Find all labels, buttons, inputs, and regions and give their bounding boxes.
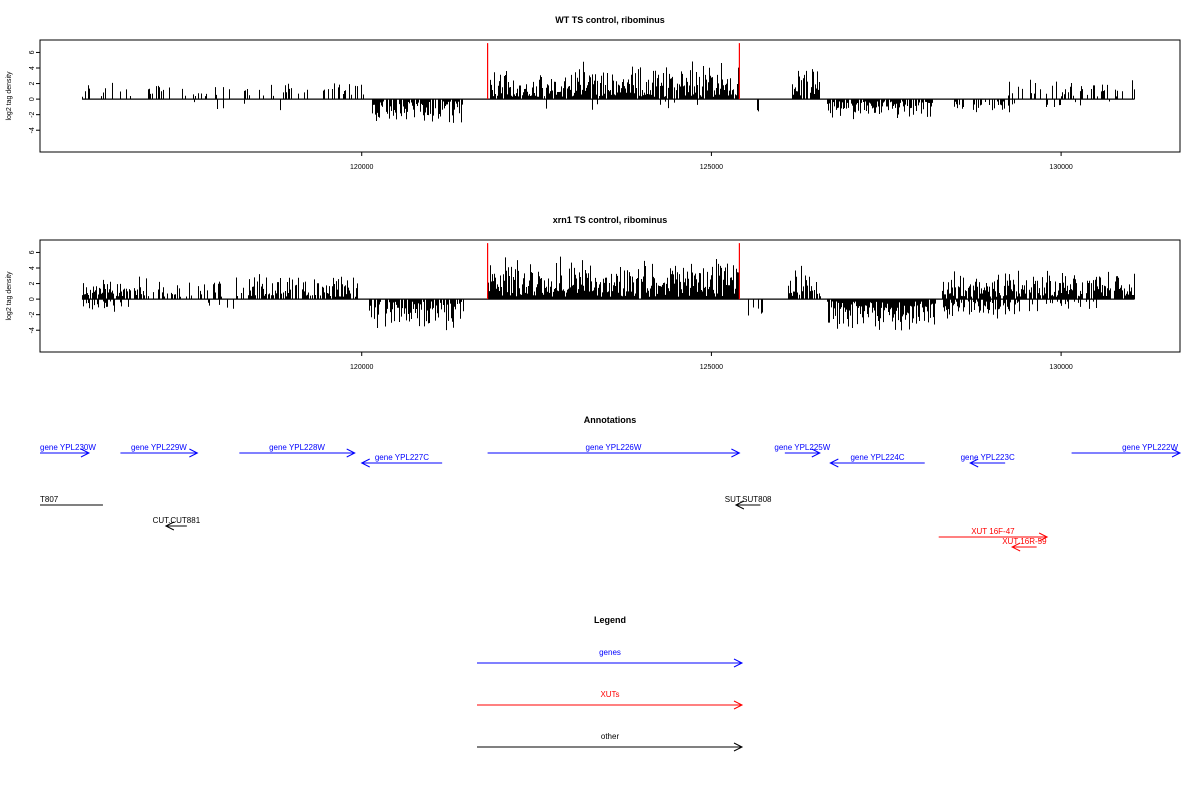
wt-y-tick-label: 0 xyxy=(29,97,36,101)
gene-annotation-arrow-head xyxy=(1171,448,1182,458)
other-annotation-arrow-head xyxy=(734,500,745,510)
wt-y-axis-label: log2 tag density xyxy=(6,71,13,121)
xrn1-y-tick-label: 4 xyxy=(29,266,36,270)
xrn1-y-tick-label: -2 xyxy=(29,311,36,317)
xrn1-axes: -4 -2 0 2 4 6 120000 125000 130000 xyxy=(29,250,1073,371)
legend-arrow-head xyxy=(733,742,744,752)
xrn1-y-axis-label: log2 tag density xyxy=(6,271,13,321)
wt-axes: -4 -2 0 2 4 6 120000 125000 130000 xyxy=(29,50,1073,171)
wt-x-tick-label: 120000 xyxy=(350,164,373,171)
gene-annotation-label: gene YPL228W xyxy=(269,443,325,452)
wt-plot-frame xyxy=(39,39,1181,153)
legend-arrow-head xyxy=(733,700,744,710)
wt-signal-bars xyxy=(81,43,1135,123)
wt-y-tick-label: 6 xyxy=(29,50,36,54)
xut-annotation-arrow-head xyxy=(1038,532,1049,542)
gene-annotation-arrow-head xyxy=(829,458,839,468)
gene-annotation-label: gene YPL229W xyxy=(131,443,187,452)
xrn1-y-tick-label: 2 xyxy=(29,282,36,286)
legend-arrow-head xyxy=(733,658,744,668)
wt-y-tick-label: -2 xyxy=(29,111,36,117)
gene-annotation-arrow-head xyxy=(731,448,741,458)
gene-annotation-label: gene YPL226W xyxy=(586,443,642,452)
xut-annotation-label: XUT 16F-47 xyxy=(971,527,1015,536)
annotations-title: Annotations xyxy=(584,415,637,425)
wt-panel: WT TS control, ribominus log2 tag densit… xyxy=(6,15,1181,171)
gene-annotation-arrow-head xyxy=(360,458,370,468)
legend: genes XUTs other xyxy=(477,648,744,752)
wt-y-tick-label: -4 xyxy=(29,127,36,133)
xrn1-y-tick-label: 0 xyxy=(29,297,36,301)
wt-y-tick-label: 4 xyxy=(29,66,36,70)
xrn1-plot-frame xyxy=(39,239,1181,353)
legend-title: Legend xyxy=(594,615,626,625)
gene-annotation-arrow-head xyxy=(189,448,199,458)
wt-x-tick-label: 125000 xyxy=(700,164,723,171)
gene-annotation-arrow-head xyxy=(346,448,356,458)
other-annotation-label: T807 xyxy=(40,495,59,504)
xrn1-y-tick-label: 6 xyxy=(29,250,36,254)
gene-annotation-label: gene YPL222W xyxy=(1122,443,1178,452)
xrn1-panel: xrn1 TS control, ribominus log2 tag dens… xyxy=(6,215,1181,371)
legend-label: other xyxy=(601,732,620,741)
other-annotation-label: CUT.CUT881 xyxy=(153,516,201,525)
xrn1-panel-title: xrn1 TS control, ribominus xyxy=(553,215,668,225)
gene-annotation-label: gene YPL225W xyxy=(774,443,830,452)
wt-panel-title: WT TS control, ribominus xyxy=(555,15,665,25)
xrn1-x-tick-label: 130000 xyxy=(1049,364,1072,371)
gene-annotation-arrow-head xyxy=(811,448,821,458)
other-annotation-label: SUT.SUT808 xyxy=(725,495,772,504)
xrn1-x-tick-label: 125000 xyxy=(700,364,723,371)
legend-label: genes xyxy=(599,648,621,657)
gene-annotation-label: gene YPL230W xyxy=(40,443,96,452)
annotation-track: gene YPL230W gene YPL229W gene YPL228W gene… xyxy=(40,443,1182,552)
xrn1-signal-bars xyxy=(81,243,1135,331)
gene-annotation-label: gene YPL223C xyxy=(961,453,1015,462)
wt-x-tick-label: 130000 xyxy=(1049,164,1072,171)
other-annotation-arrow-head xyxy=(164,521,175,531)
xrn1-x-tick-label: 120000 xyxy=(350,364,373,371)
xut-annotation-arrow-head xyxy=(1011,542,1021,552)
gene-annotation-arrow-head xyxy=(80,448,91,458)
gene-annotation-label: gene YPL227C xyxy=(375,453,429,462)
gene-annotation-arrow-head xyxy=(969,458,979,468)
xut-annotation-label: XUT 16R-59 xyxy=(1002,537,1047,546)
xrn1-y-tick-label: -4 xyxy=(29,327,36,333)
legend-label: XUTs xyxy=(600,690,619,699)
wt-y-tick-label: 2 xyxy=(29,82,36,86)
gene-annotation-label: gene YPL224C xyxy=(850,453,904,462)
